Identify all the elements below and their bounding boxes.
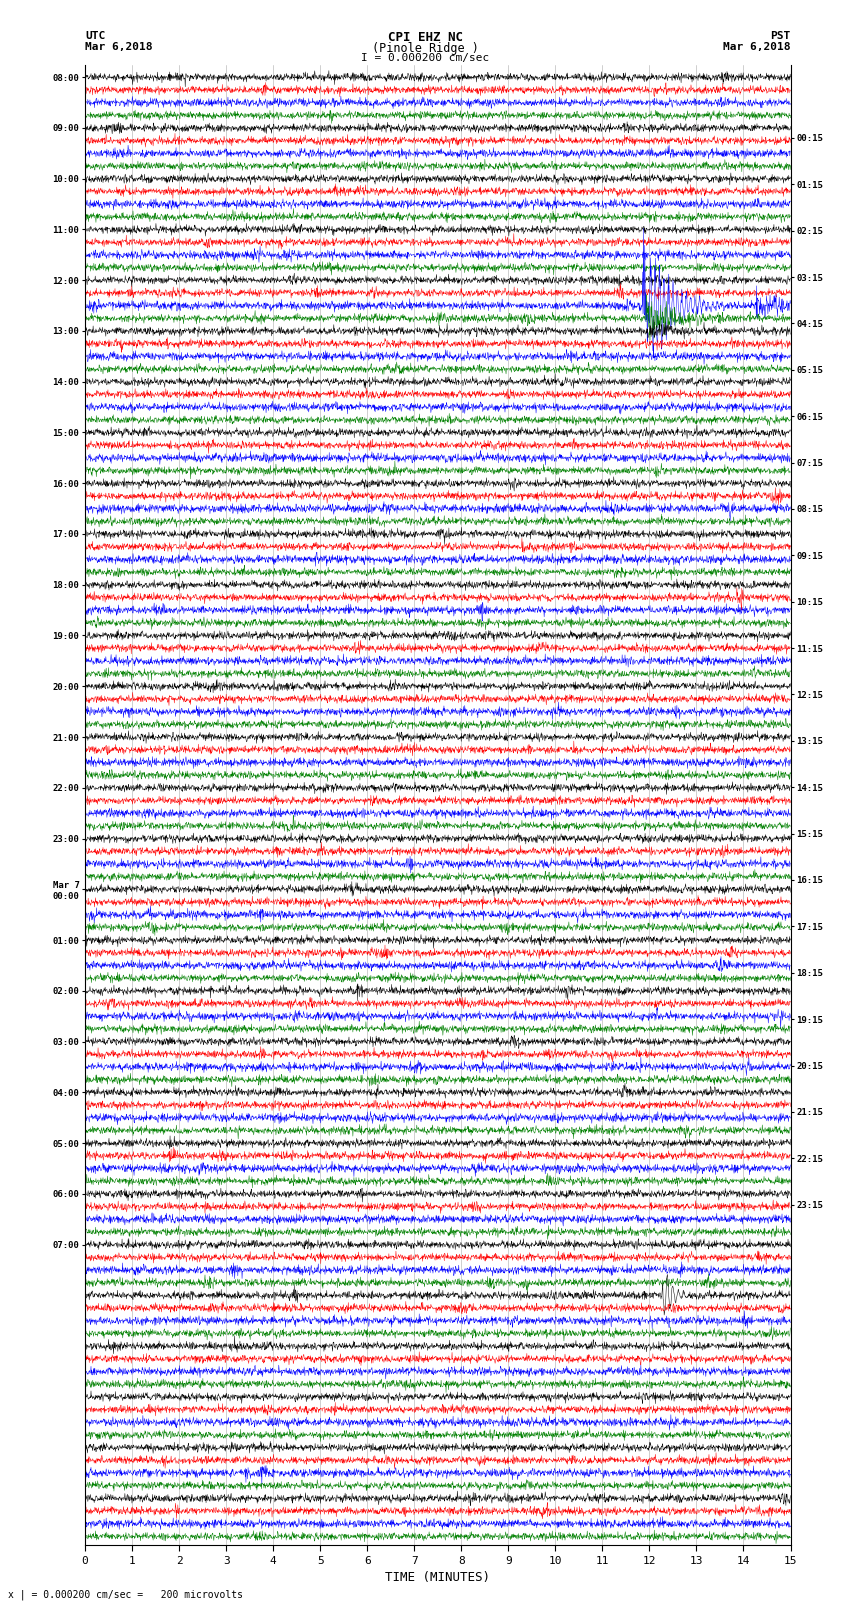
Text: x | = 0.000200 cm/sec =   200 microvolts: x | = 0.000200 cm/sec = 200 microvolts (8, 1589, 243, 1600)
Text: Mar 6,2018: Mar 6,2018 (723, 42, 791, 52)
Text: UTC: UTC (85, 31, 105, 40)
Text: I = 0.000200 cm/sec: I = 0.000200 cm/sec (361, 53, 489, 63)
Text: PST: PST (770, 31, 790, 40)
Text: Mar 6,2018: Mar 6,2018 (85, 42, 152, 52)
X-axis label: TIME (MINUTES): TIME (MINUTES) (385, 1571, 490, 1584)
Text: CPI EHZ NC: CPI EHZ NC (388, 31, 462, 44)
Text: (Pinole Ridge ): (Pinole Ridge ) (371, 42, 479, 55)
